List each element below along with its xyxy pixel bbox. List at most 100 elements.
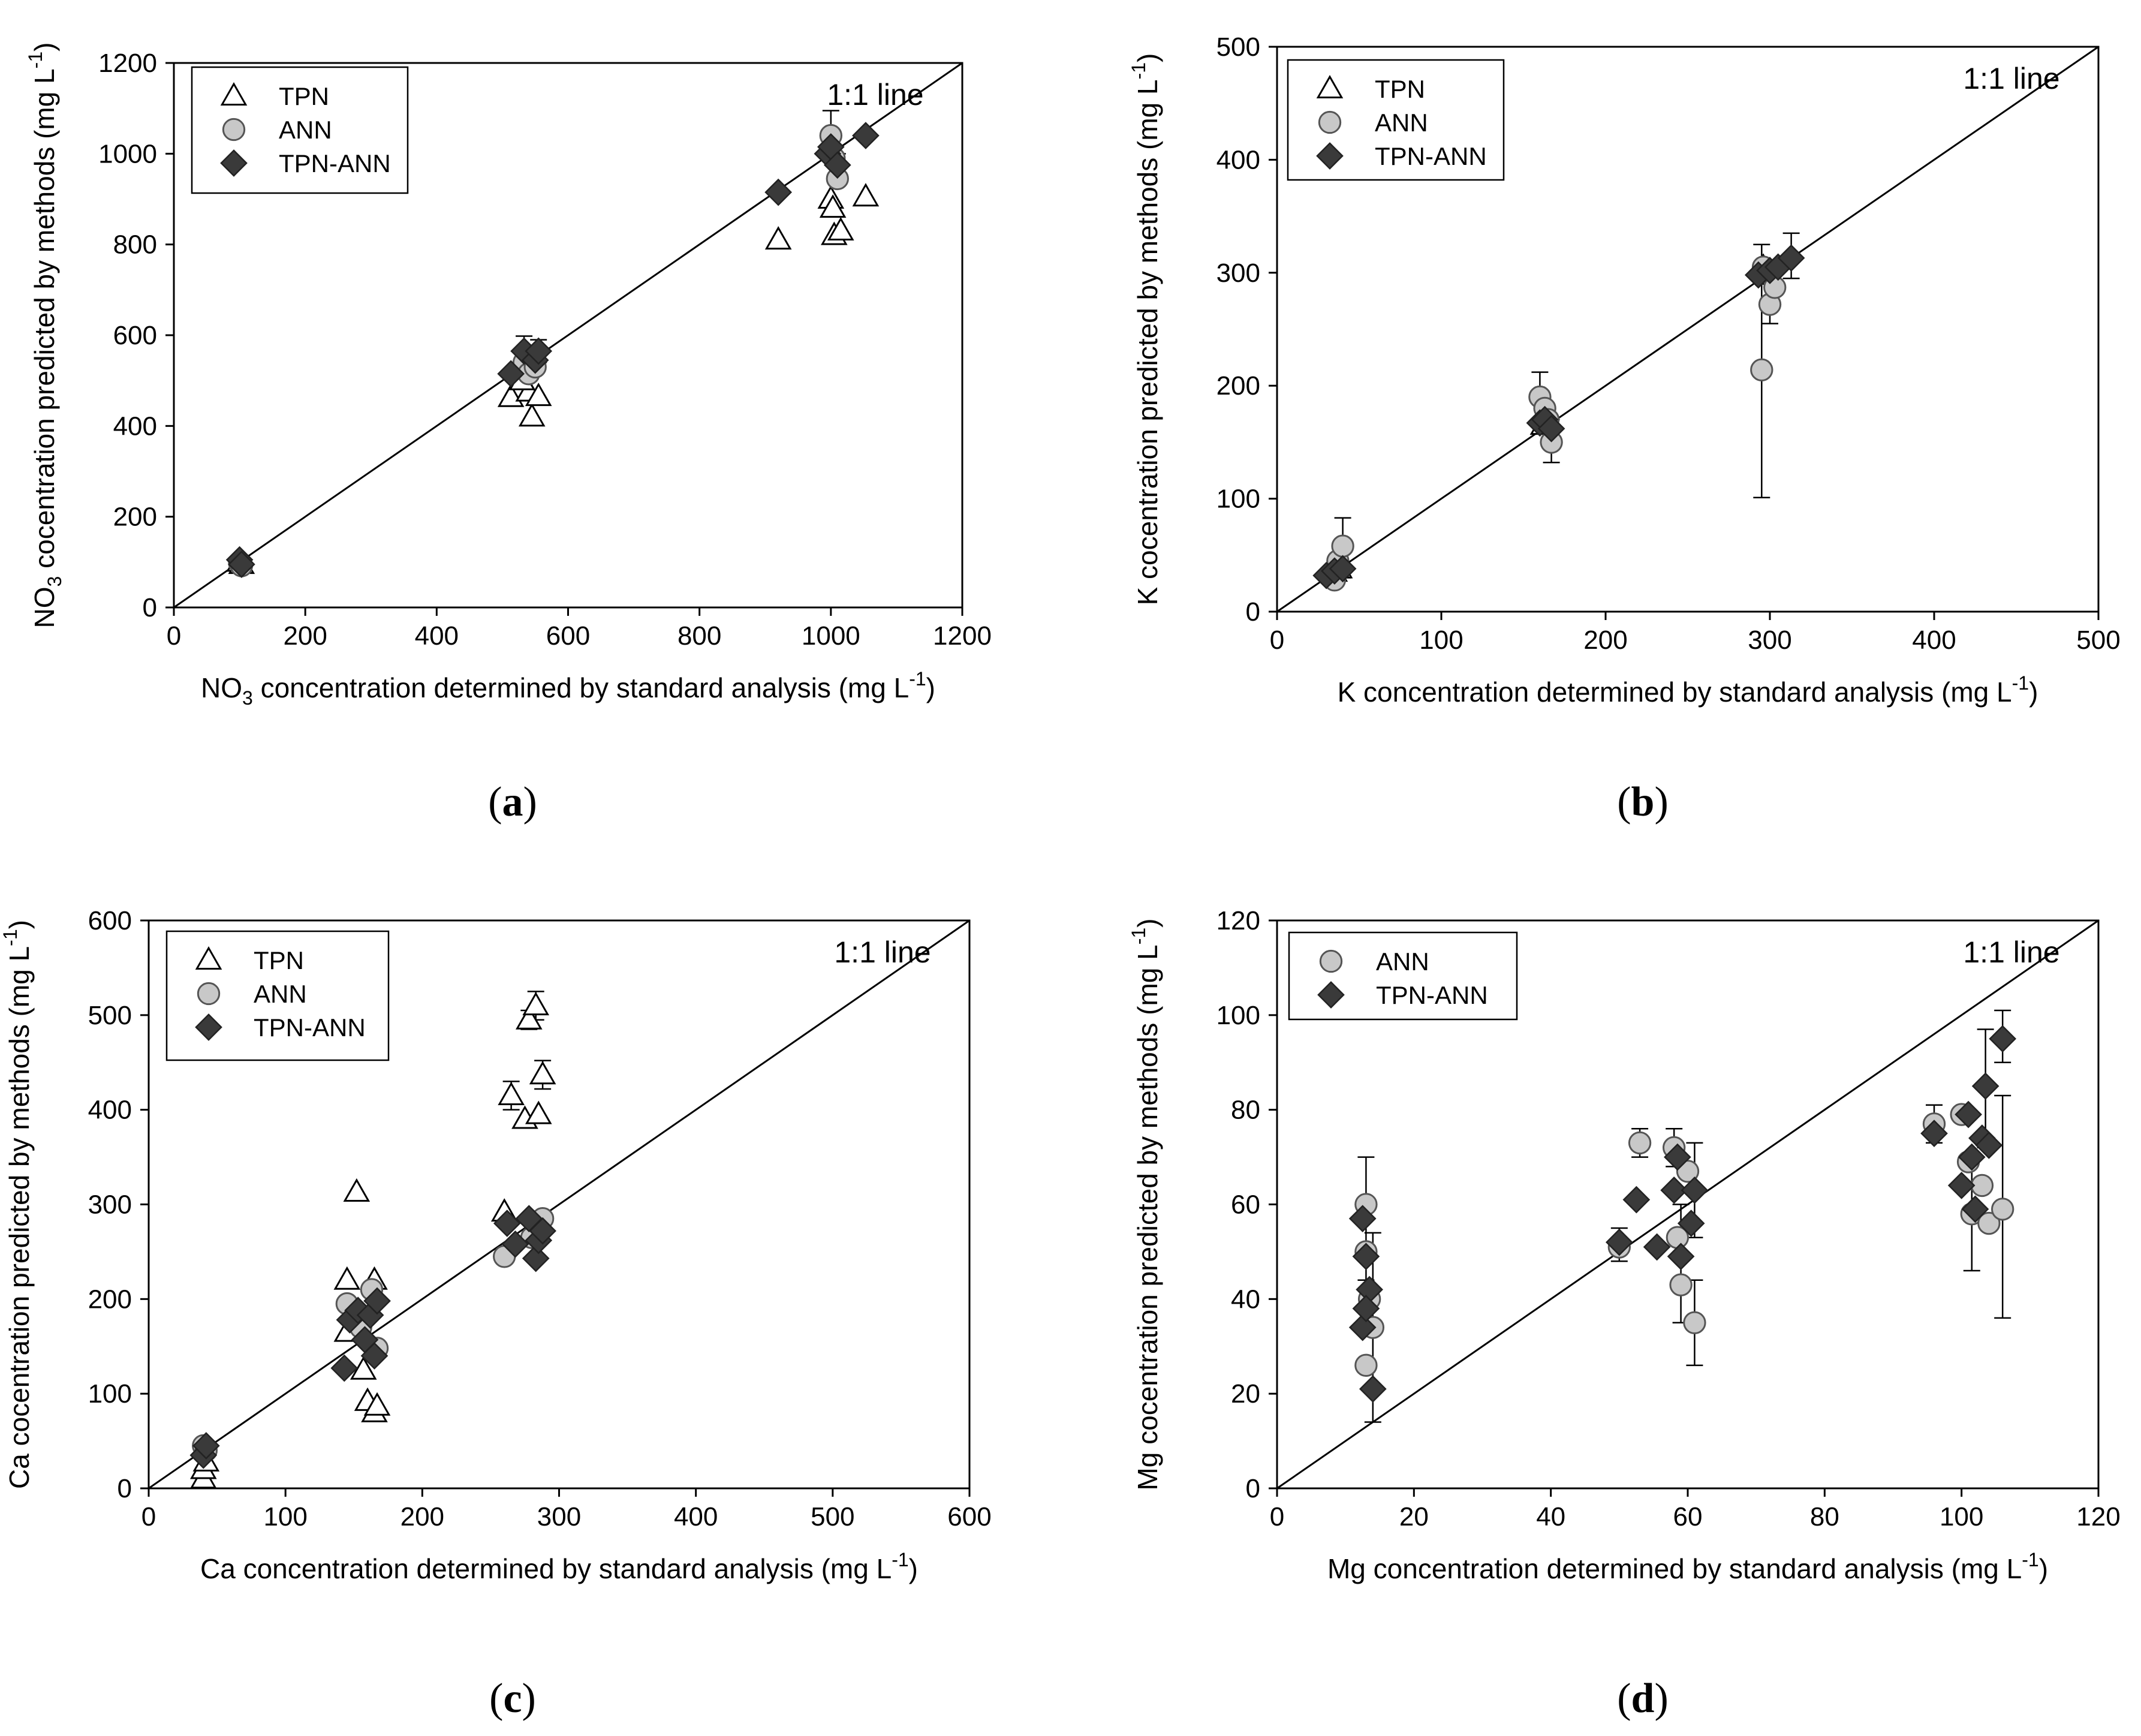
y-tick-label: 800	[113, 230, 157, 260]
legend-label-tpn-ann: TPN-ANN	[279, 149, 391, 177]
x-tick-label: 1000	[802, 621, 860, 651]
data-point-tpn-ann	[1348, 1313, 1377, 1341]
data-point-tpn	[852, 183, 880, 207]
data-point-tpn-ann	[360, 1342, 389, 1370]
legend-marker-tpn	[1316, 74, 1344, 99]
legend-marker-tpn-ann	[1316, 142, 1344, 170]
data-point-ann	[1669, 1273, 1693, 1296]
data-point-ann	[1750, 358, 1773, 382]
x-tick-label: 60	[1673, 1502, 1703, 1532]
panel-caption: (a)	[488, 779, 537, 825]
legend-marker-ann	[1319, 949, 1343, 973]
legend-marker-tpn	[220, 82, 248, 106]
y-tick-label: 300	[1216, 258, 1260, 288]
y-tick-label: 0	[143, 593, 157, 622]
x-tick-label: 500	[2076, 625, 2120, 655]
data-point-tpn	[529, 1061, 556, 1085]
y-tick-label: 200	[1216, 371, 1260, 401]
series-tpn-ann	[1348, 1025, 2017, 1403]
plot-frame-b	[1276, 46, 2100, 613]
data-point-tpn	[764, 226, 792, 250]
y-axis-label: NO3 cocentration predicted by methods (m…	[25, 43, 65, 628]
data-point-tpn-ann	[1348, 1205, 1377, 1233]
x-tick-label: 40	[1536, 1502, 1565, 1532]
legend-box	[1288, 931, 1518, 1021]
x-axis-label: Mg concentration determined by standard …	[1327, 1549, 2048, 1584]
data-point-tpn-ann	[522, 1244, 550, 1272]
x-tick-label: 800	[677, 621, 721, 651]
series-tpn	[226, 183, 880, 574]
data-point-tpn-ann	[1667, 1242, 1695, 1271]
data-point-tpn	[516, 1006, 543, 1030]
y-tick-label: 0	[118, 1474, 132, 1503]
y-tick-label: 0	[1246, 1474, 1260, 1503]
data-point-tpn-ann	[1947, 1172, 1976, 1199]
x-tick-label: 100	[263, 1502, 307, 1532]
x-tick-label: 0	[1270, 625, 1284, 655]
panel-a: 0 200 400 600 800 1000 1200 0 200 400 600 800 1000 12…	[25, 43, 992, 825]
data-point-tpn-ann	[764, 178, 793, 206]
data-point-tpn	[819, 194, 847, 218]
data-point-tpn-ann	[1681, 1176, 1709, 1204]
series-tpn-ann	[189, 1205, 556, 1469]
y-tick-label: 60	[1231, 1190, 1260, 1220]
data-point-tpn	[525, 1100, 552, 1124]
data-point-tpn-ann	[1961, 1195, 1989, 1223]
data-point-tpn-ann	[1352, 1295, 1380, 1322]
series-tpn-ann	[1312, 244, 1805, 589]
x-tick-label: 600	[947, 1502, 991, 1532]
data-point-tpn-ann	[501, 1230, 529, 1258]
data-point-tpn	[518, 403, 546, 427]
data-point-tpn-ann	[330, 1354, 359, 1382]
data-point-tpn	[363, 1392, 391, 1416]
data-point-tpn-ann	[1664, 1143, 1691, 1171]
x-tick-label: 400	[1912, 625, 1956, 655]
x-axis-label: Ca concentration determined by standard …	[200, 1549, 918, 1584]
data-point-tpn-ann	[1643, 1233, 1671, 1261]
data-point-ann	[1683, 1311, 1706, 1334]
data-point-tpn-ann	[1537, 414, 1565, 443]
x-tick-label: 100	[1419, 625, 1463, 655]
legend-label-ann: ANN	[1375, 109, 1428, 137]
legend-marker-tpn-ann	[1317, 981, 1345, 1009]
y-axis-label: Mg cocentration predicted by methods (mg…	[1128, 918, 1163, 1490]
y-axis-label: Ca cocentration predicted by methods (mg…	[0, 920, 35, 1489]
legend-label-ann: ANN	[254, 980, 307, 1008]
y-tick-label: 400	[113, 411, 157, 441]
data-point-ann	[1628, 1131, 1652, 1155]
data-point-ann	[1991, 1198, 2014, 1221]
legend-label-tpn: TPN	[1375, 75, 1425, 103]
y-tick-label: 1000	[98, 139, 157, 169]
data-point-tpn-ann	[493, 1210, 521, 1237]
series-tpn-ann	[225, 122, 880, 578]
y-tick-label: 100	[1216, 1001, 1260, 1030]
legend-marker-tpn-ann	[195, 1013, 222, 1041]
data-point-tpn-ann	[525, 337, 553, 365]
data-point-tpn-ann	[1955, 1100, 1982, 1129]
legend-marker-tpn-ann	[220, 149, 248, 177]
data-point-tpn-ann	[852, 122, 880, 149]
legend-label-tpn-ann: TPN-ANN	[1375, 142, 1487, 170]
data-point-tpn-ann	[1660, 1176, 1688, 1204]
y-tick-label: 1200	[98, 49, 157, 78]
y-tick-label: 20	[1231, 1379, 1260, 1409]
data-point-tpn-ann	[529, 1217, 556, 1245]
legend-marker-ann	[222, 118, 246, 142]
x-tick-label: 400	[415, 621, 459, 651]
one-to-one-label: 1:1 line	[834, 935, 931, 969]
x-tick-label: 20	[1399, 1502, 1429, 1532]
x-tick-label: 100	[1940, 1502, 1983, 1532]
data-point-tpn-ann	[1359, 1375, 1387, 1403]
data-point-tpn-ann	[1920, 1120, 1948, 1147]
panel-caption: (d)	[1617, 1675, 1669, 1722]
x-tick-label: 600	[546, 621, 590, 651]
x-tick-label: 1200	[933, 621, 992, 651]
data-point-tpn-ann	[228, 550, 255, 578]
legend-marker-tpn	[195, 946, 222, 970]
data-point-tpn	[333, 1266, 361, 1290]
y-tick-label: 300	[88, 1190, 132, 1220]
data-point-tpn-ann	[1958, 1143, 1986, 1171]
data-point-ann	[1331, 534, 1354, 558]
legend-label-tpn-ann: TPN-ANN	[1376, 981, 1488, 1009]
data-point-tpn	[525, 383, 552, 407]
